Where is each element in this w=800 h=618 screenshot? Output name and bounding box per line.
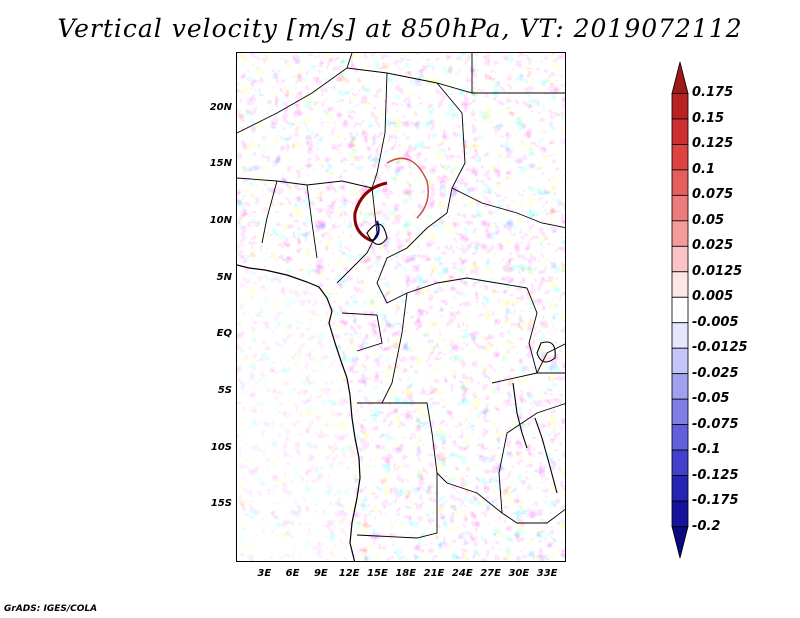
colorbar-cell xyxy=(671,500,689,527)
colorbar-cell xyxy=(671,424,689,451)
lon-tick-label: 33E xyxy=(536,568,558,579)
lakes xyxy=(366,223,558,494)
colorbar-tick-label: 0.05 xyxy=(692,212,725,228)
chad-convergence-line xyxy=(353,181,388,243)
lon-tick-label: 3E xyxy=(257,568,272,579)
lon-tick-label: 15E xyxy=(367,568,388,579)
colorbar-cell xyxy=(671,296,689,324)
map-panel xyxy=(236,52,566,562)
colorbar-cell xyxy=(671,322,689,349)
lon-tick-label: 27E xyxy=(480,568,501,579)
outflow-arc xyxy=(386,157,429,219)
colorbar-tick-label: -0.075 xyxy=(692,416,739,432)
lon-tick-label: 21E xyxy=(423,568,445,579)
lon-tick-label: 12E xyxy=(338,568,360,579)
colorbar-tick-label: 0.075 xyxy=(692,187,734,203)
lat-tick-label: 20N xyxy=(209,101,232,113)
colorbar-cell xyxy=(671,245,689,273)
colorbar xyxy=(671,61,689,559)
colorbar-tick-label: 0.005 xyxy=(692,289,734,305)
country-borders xyxy=(237,53,565,539)
colorbar-cell xyxy=(671,220,689,247)
lat-tick-label: 10S xyxy=(210,441,232,453)
credit-text: GrADS: IGES/COLA xyxy=(4,604,98,614)
colorbar-tick-label: -0.125 xyxy=(692,467,739,483)
colorbar-tick-label: 0.025 xyxy=(692,238,734,254)
lat-tick-label: 10N xyxy=(209,215,232,226)
lat-tick-label: 15N xyxy=(209,158,232,170)
chart-title: Vertical velocity [m/s] at 850hPa, VT: 2… xyxy=(57,14,743,43)
lat-tick-label: 5N xyxy=(216,271,232,283)
colorbar-cell xyxy=(671,398,689,426)
colorbar-tick-label: 0.175 xyxy=(692,85,734,101)
colorbar-cell xyxy=(671,61,689,94)
lon-tick-label: 6E xyxy=(285,568,300,579)
colorbar-cell xyxy=(671,373,689,400)
colorbar-tick-label: -0.05 xyxy=(692,391,730,407)
coastline xyxy=(237,264,361,561)
colorbar-tick-label: 0.125 xyxy=(692,136,734,152)
lon-tick-label: 30E xyxy=(508,568,530,579)
colorbar-tick-label: 0.0125 xyxy=(692,263,743,279)
vertical-velocity-field xyxy=(237,53,565,561)
lat-tick-label: 5S xyxy=(217,385,232,396)
colorbar-cell xyxy=(671,93,689,120)
colorbar-tick-label: -0.175 xyxy=(692,493,739,509)
colorbar-tick-label: -0.2 xyxy=(692,518,721,534)
field-shading xyxy=(237,53,565,561)
lon-tick-label: 18E xyxy=(395,568,417,579)
colorbar-tick-label: -0.005 xyxy=(692,314,739,330)
ocean-wash xyxy=(237,268,357,561)
colorbar-tick-label: -0.0125 xyxy=(692,340,748,356)
lon-tick-label: 9E xyxy=(313,568,328,579)
colorbar-cell xyxy=(671,194,689,222)
colorbar-cell xyxy=(671,169,689,196)
colorbar-cell xyxy=(671,526,689,559)
colorbar-tick-label: -0.025 xyxy=(692,365,739,381)
colorbar-tick-label: 0.15 xyxy=(692,110,725,126)
lon-tick-label: 24E xyxy=(451,568,473,579)
lat-tick-label: 15S xyxy=(210,498,232,510)
colorbar-tick-label: 0.1 xyxy=(692,161,716,177)
colorbar-cell xyxy=(671,347,689,375)
colorbar-cell xyxy=(671,271,689,298)
colorbar-tick-label: -0.1 xyxy=(692,442,721,458)
lat-tick-label: EQ xyxy=(216,328,232,340)
colorbar-cell xyxy=(671,144,689,171)
colorbar-cell xyxy=(671,118,689,145)
colorbar-cell xyxy=(671,449,689,476)
colorbar-cell xyxy=(671,475,689,502)
